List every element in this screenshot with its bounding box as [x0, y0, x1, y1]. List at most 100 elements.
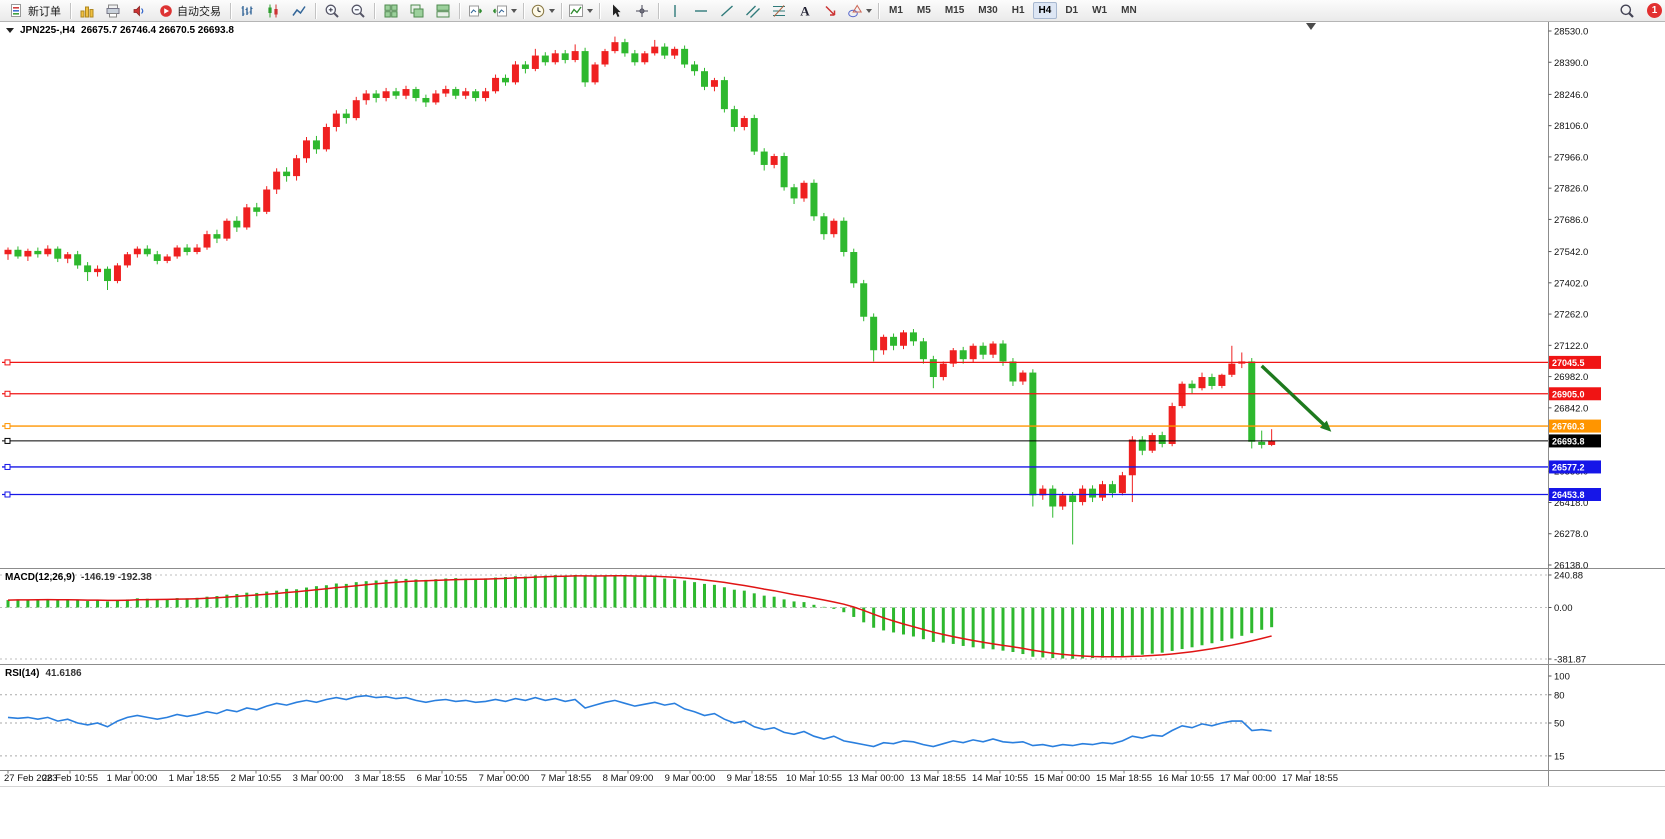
- line-handle[interactable]: [4, 463, 11, 470]
- crosshair-button[interactable]: [629, 0, 655, 21]
- cascade-windows-icon: [409, 3, 425, 19]
- candle-body: [1228, 363, 1236, 375]
- search-button[interactable]: [1614, 0, 1640, 21]
- panel-borders: [0, 22, 1665, 787]
- candle-body: [661, 46, 669, 56]
- toolbar-separator: [459, 2, 460, 19]
- toolbar-separator: [70, 2, 71, 19]
- line-handle[interactable]: [4, 359, 11, 366]
- line-handle[interactable]: [4, 437, 11, 444]
- timeframe-mn-button[interactable]: MN: [1121, 5, 1137, 16]
- cursor-icon: [608, 3, 624, 19]
- indicators-button[interactable]: [565, 0, 596, 21]
- arrange-windows-button[interactable]: [430, 0, 456, 21]
- dropdown-arrow-icon[interactable]: [549, 8, 555, 13]
- dropdown-arrow-icon[interactable]: [511, 8, 517, 13]
- candle-body: [1069, 495, 1077, 503]
- time-label: 3 Mar 18:55: [355, 773, 406, 784]
- candle-body: [84, 265, 92, 273]
- auto-scroll-button[interactable]: [463, 0, 489, 21]
- candle-body: [850, 252, 858, 284]
- line-handle[interactable]: [4, 423, 11, 430]
- line-handle[interactable]: [4, 491, 11, 498]
- zoom-out-icon: [350, 3, 366, 19]
- rsi-value: 41.6186: [45, 668, 82, 679]
- shapes-button[interactable]: [844, 0, 875, 21]
- dropdown-arrow-icon[interactable]: [866, 8, 872, 13]
- macd-axis-label: 0.00: [1554, 603, 1573, 614]
- channel-icon: [745, 3, 761, 19]
- candle-body: [1258, 441, 1266, 445]
- line-chart-button[interactable]: [286, 0, 312, 21]
- candle-body: [54, 248, 62, 259]
- candle-body: [601, 51, 609, 65]
- autotrading-button[interactable]: 自动交易: [152, 0, 227, 21]
- trendline-button[interactable]: [714, 0, 740, 21]
- candle-body: [273, 171, 281, 190]
- arrows-button[interactable]: [818, 0, 844, 21]
- clock-icon: [530, 3, 546, 19]
- candle-body: [412, 89, 420, 98]
- price-tick-label: 26418.0: [1554, 498, 1588, 509]
- print-button[interactable]: [100, 0, 126, 21]
- candle-body: [1218, 374, 1226, 386]
- cascade-windows-button[interactable]: [404, 0, 430, 21]
- timeframe-m1-button[interactable]: M1: [889, 5, 903, 16]
- timeframe-h4-button[interactable]: H4: [1032, 2, 1058, 19]
- candle-body: [293, 158, 301, 177]
- time-label: 10 Mar 10:55: [786, 773, 842, 784]
- horizontal-line-button[interactable]: [688, 0, 714, 21]
- period-clock-button[interactable]: [527, 0, 558, 21]
- timeframe-d1-button[interactable]: D1: [1065, 5, 1079, 16]
- candle-body: [641, 53, 649, 63]
- line-handle[interactable]: [4, 390, 11, 397]
- timeframe-h1-button[interactable]: H1: [1011, 5, 1025, 16]
- tile-windows-button[interactable]: [378, 0, 404, 21]
- horizontal-lines: 27045.5 26905.0 26760.3 26693.8 26577.2 26453…: [2, 355, 1601, 501]
- autotrading-icon: [158, 3, 174, 19]
- candle-body: [830, 220, 838, 235]
- channel-button[interactable]: [740, 0, 766, 21]
- time-label: 7 Mar 18:55: [541, 773, 592, 784]
- timeframe-m5-button[interactable]: M5: [916, 5, 931, 16]
- candlestick-chart-icon: [265, 3, 281, 19]
- cursor-button[interactable]: [603, 0, 629, 21]
- candle-body: [1268, 440, 1276, 445]
- symbol-collapse-icon[interactable]: [6, 28, 14, 33]
- timeframe-m30-button[interactable]: M30: [978, 5, 998, 16]
- candle-body: [123, 254, 131, 266]
- candle-body: [720, 80, 728, 110]
- fibonacci-button[interactable]: [766, 0, 792, 21]
- rsi-axis-label: 50: [1554, 719, 1565, 730]
- new-order-button[interactable]: 新订单: [3, 0, 67, 21]
- search-icon: [1619, 3, 1635, 19]
- zoom-out-button[interactable]: [345, 0, 371, 21]
- toolbar-buttons: 新订单 自动交易 A M1 M5 M15 M30 H1 H4 D1 W1 MN: [3, 0, 1144, 21]
- timeframe-w1-button[interactable]: W1: [1092, 5, 1108, 16]
- zoom-in-button[interactable]: [319, 0, 345, 21]
- arrow-annotation[interactable]: [1260, 364, 1332, 432]
- candlestick-chart-button[interactable]: [260, 0, 286, 21]
- candle-body: [939, 363, 947, 378]
- chart-shift-marker[interactable]: [1306, 23, 1316, 30]
- alerts-button[interactable]: [126, 0, 152, 21]
- price-tick-label: 27826.0: [1554, 184, 1588, 195]
- vertical-line-button[interactable]: [662, 0, 688, 21]
- new-chart-button[interactable]: [74, 0, 100, 21]
- candle-body: [909, 332, 917, 342]
- rsi-axis-label: 100: [1554, 672, 1570, 683]
- candle-body: [521, 64, 529, 69]
- candle-body: [760, 151, 768, 165]
- candle-body: [691, 64, 699, 72]
- dropdown-arrow-icon[interactable]: [587, 8, 593, 13]
- notification-badge[interactable]: 1: [1647, 3, 1662, 18]
- text-button[interactable]: A: [792, 0, 818, 21]
- candle-body: [1128, 439, 1136, 476]
- candle-body: [561, 53, 569, 61]
- chart-shift-button[interactable]: [489, 0, 520, 21]
- bar-chart-button[interactable]: [234, 0, 260, 21]
- time-label: 13 Mar 00:00: [848, 773, 904, 784]
- time-label: 7 Mar 00:00: [479, 773, 530, 784]
- candle-body: [233, 220, 241, 228]
- timeframe-m15-button[interactable]: M15: [944, 5, 965, 16]
